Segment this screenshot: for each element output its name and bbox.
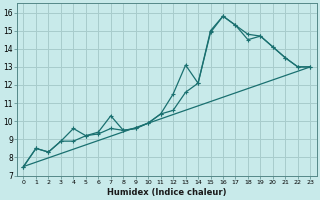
X-axis label: Humidex (Indice chaleur): Humidex (Indice chaleur) [107,188,227,197]
